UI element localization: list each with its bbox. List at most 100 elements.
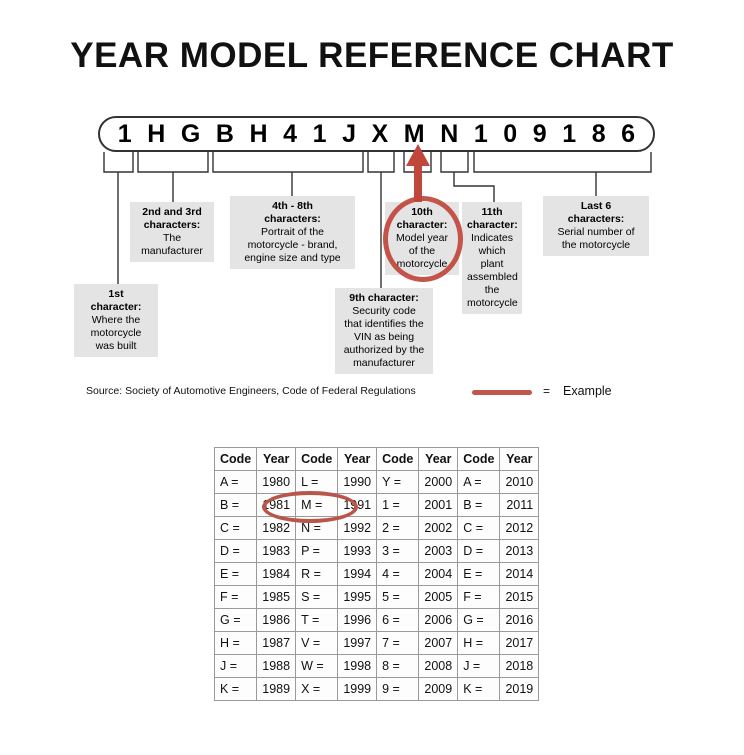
- table-row: F = 1985 S = 1995 5 = 2005 F = 2015: [213, 585, 540, 609]
- cell-year: 2016: [499, 608, 540, 632]
- cell-code: H =: [213, 631, 258, 655]
- callout-11th-line-7: motorcycle: [467, 297, 518, 309]
- vin-char-10: M: [403, 119, 425, 148]
- vin-char-8: J: [342, 119, 356, 148]
- cell-year: 1998: [337, 654, 378, 678]
- bracket-1st: [103, 152, 134, 173]
- cell-code: J =: [457, 654, 501, 678]
- callout-4th-line-4: motorcycle - brand,: [247, 239, 338, 251]
- callout-2nd-3rd-characters: 2nd and 3rd characters: The manufacturer: [130, 202, 214, 262]
- cell-year: 1997: [337, 631, 378, 655]
- callout-last-line-3: Serial number of: [557, 226, 635, 238]
- cell-year: 1982: [256, 516, 297, 540]
- cell-code: H =: [457, 631, 501, 655]
- cell-year: 2003: [418, 539, 459, 563]
- callout-11th-line-5: assembled: [467, 271, 518, 283]
- callout-4th-line-2: characters:: [264, 213, 321, 225]
- cell-code: C =: [457, 516, 501, 540]
- cell-code: T =: [295, 608, 339, 632]
- callout-9th-line-1: 9th character:: [349, 292, 419, 304]
- cell-code: 3 =: [376, 539, 420, 563]
- cell-code: 6 =: [376, 608, 420, 632]
- table-row: A = 1980 L = 1990 Y = 2000 A = 2010: [213, 470, 540, 494]
- cell-year: 2011: [499, 493, 540, 517]
- cell-code: A =: [457, 470, 501, 494]
- callout-2nd-line-3: The: [162, 232, 182, 244]
- vin-char-17: 6: [621, 119, 636, 148]
- cell-code: E =: [457, 562, 501, 586]
- cell-year: 2010: [499, 470, 540, 494]
- callout-9th-line-3: that identifies the: [344, 318, 424, 330]
- cell-code: Y =: [376, 470, 420, 494]
- cell-year: 1984: [256, 562, 297, 586]
- callout-9th-line-5: authorized by the: [343, 344, 425, 356]
- cell-year: 2012: [499, 516, 540, 540]
- cell-year: 2006: [418, 608, 459, 632]
- cell-year: 1987: [256, 631, 297, 655]
- cell-code: G =: [213, 608, 258, 632]
- vin-char-14: 9: [532, 119, 547, 148]
- table-row: J = 1988 W = 1998 8 = 2008 J = 2018: [213, 654, 540, 678]
- table-header-row: Code Year Code Year Code Year Code Year: [213, 447, 540, 471]
- callout-11th-line-6: the: [484, 284, 500, 296]
- callout-9th-line-6: manufacturer: [353, 357, 415, 369]
- cell-year: 1993: [337, 539, 378, 563]
- vin-char-9: X: [371, 119, 389, 148]
- cell-code: K =: [457, 677, 501, 701]
- column-header-code-3: Code: [376, 447, 420, 471]
- callout-last-line-2: characters:: [567, 213, 625, 225]
- table-row: H = 1987 V = 1997 7 = 2007 H = 2017: [213, 631, 540, 655]
- vin-character-row: 1 H G B H 4 1 J X M N 1 0 9 1 8 6: [100, 118, 653, 150]
- callout-9th-line-2: Security code: [352, 305, 416, 317]
- table-row: G = 1986 T = 1996 6 = 2006 G = 2016: [213, 608, 540, 632]
- cell-year: 1989: [256, 677, 297, 701]
- callout-2nd-line-2: characters:: [143, 219, 201, 231]
- source-text: Source: Society of Automotive Engineers,…: [86, 385, 416, 397]
- callout-1st-line-1: 1st: [108, 288, 124, 300]
- callout-1st-line-2: character:: [90, 301, 142, 313]
- callout-11th-line-4: which plant: [478, 245, 506, 270]
- cell-year: 2009: [418, 677, 459, 701]
- callout-last-6-characters: Last 6 characters: Serial number of the …: [543, 196, 649, 256]
- vin-char-13: 0: [503, 119, 518, 148]
- cell-code: M =: [295, 493, 339, 517]
- legend-example-label: Example: [563, 384, 612, 398]
- vin-char-16: 8: [591, 119, 606, 148]
- page-title: YEAR MODEL REFERENCE CHART: [70, 36, 674, 75]
- callout-1st-line-3: Where the: [91, 314, 141, 326]
- legend-example-line-icon: [472, 390, 532, 395]
- cell-year: 1991: [337, 493, 378, 517]
- cell-year: 1981: [256, 493, 297, 517]
- cell-code: 1 =: [376, 493, 420, 517]
- cell-year: 1996: [337, 608, 378, 632]
- leader-11th: [453, 172, 495, 202]
- column-header-code-1: Code: [213, 447, 258, 471]
- callout-last-line-4: the motorcycle: [561, 239, 631, 251]
- callout-11th-character: 11th character: Indicates which plant as…: [462, 202, 522, 314]
- vin-char-3: G: [180, 119, 201, 148]
- cell-code: A =: [213, 470, 258, 494]
- cell-code: N =: [295, 516, 339, 540]
- cell-year: 1995: [337, 585, 378, 609]
- bracket-2nd-3rd: [137, 152, 209, 173]
- vin-char-12: 1: [473, 119, 488, 148]
- bracket-9th: [367, 152, 395, 173]
- cell-year: 1994: [337, 562, 378, 586]
- cell-year: 2002: [418, 516, 459, 540]
- cell-code: B =: [457, 493, 501, 517]
- callout-9th-character: 9th character: Security code that identi…: [335, 288, 433, 374]
- cell-year: 2001: [418, 493, 459, 517]
- callout-1st-line-4: motorcycle: [90, 327, 142, 339]
- cell-code: 2 =: [376, 516, 420, 540]
- callout-4th-line-1: 4th - 8th: [272, 200, 313, 212]
- cell-year: 2014: [499, 562, 540, 586]
- cell-year: 2015: [499, 585, 540, 609]
- bracket-last-6: [473, 152, 652, 173]
- cell-code: F =: [457, 585, 501, 609]
- cell-code: D =: [457, 539, 501, 563]
- cell-year: 1983: [256, 539, 297, 563]
- vin-char-7: 1: [312, 119, 327, 148]
- cell-year: 2019: [499, 677, 540, 701]
- table-row: K = 1989 X = 1999 9 = 2009 K = 2019: [213, 677, 540, 701]
- cell-code: F =: [213, 585, 258, 609]
